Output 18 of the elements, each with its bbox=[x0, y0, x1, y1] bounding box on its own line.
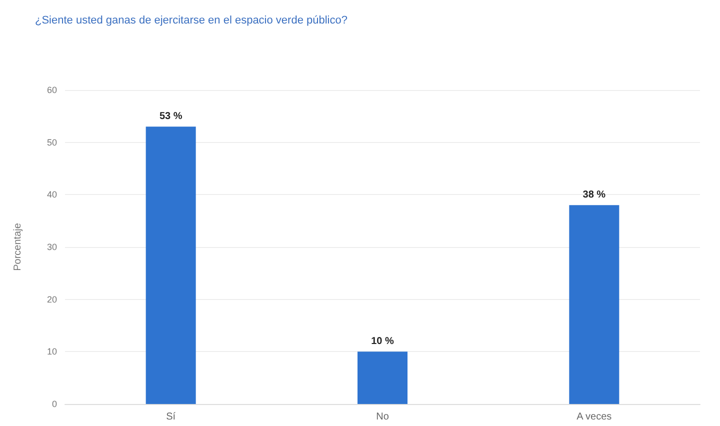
y-tick-label: 40 bbox=[46, 190, 57, 200]
chart-title: ¿Siente usted ganas de ejercitarse en el espacio verde público? bbox=[35, 14, 348, 26]
data-label: 53 % bbox=[159, 111, 182, 122]
y-tick-label: 0 bbox=[52, 399, 57, 409]
data-label: 38 % bbox=[582, 190, 606, 201]
x-tick-label: A veces bbox=[576, 412, 612, 422]
y-tick-label: 20 bbox=[46, 294, 57, 304]
y-axis-title: Porcentaje bbox=[12, 222, 24, 271]
x-tick-label: Sí bbox=[166, 412, 176, 422]
bar bbox=[358, 352, 408, 404]
x-tick-label: No bbox=[376, 412, 390, 422]
y-tick-label: 30 bbox=[46, 242, 57, 252]
bar bbox=[569, 205, 620, 404]
bar bbox=[146, 126, 196, 404]
y-tick-label: 10 bbox=[46, 346, 57, 357]
y-tick-label: 60 bbox=[46, 85, 57, 95]
data-label: 10 % bbox=[371, 336, 394, 348]
y-tick-label: 50 bbox=[46, 137, 57, 148]
